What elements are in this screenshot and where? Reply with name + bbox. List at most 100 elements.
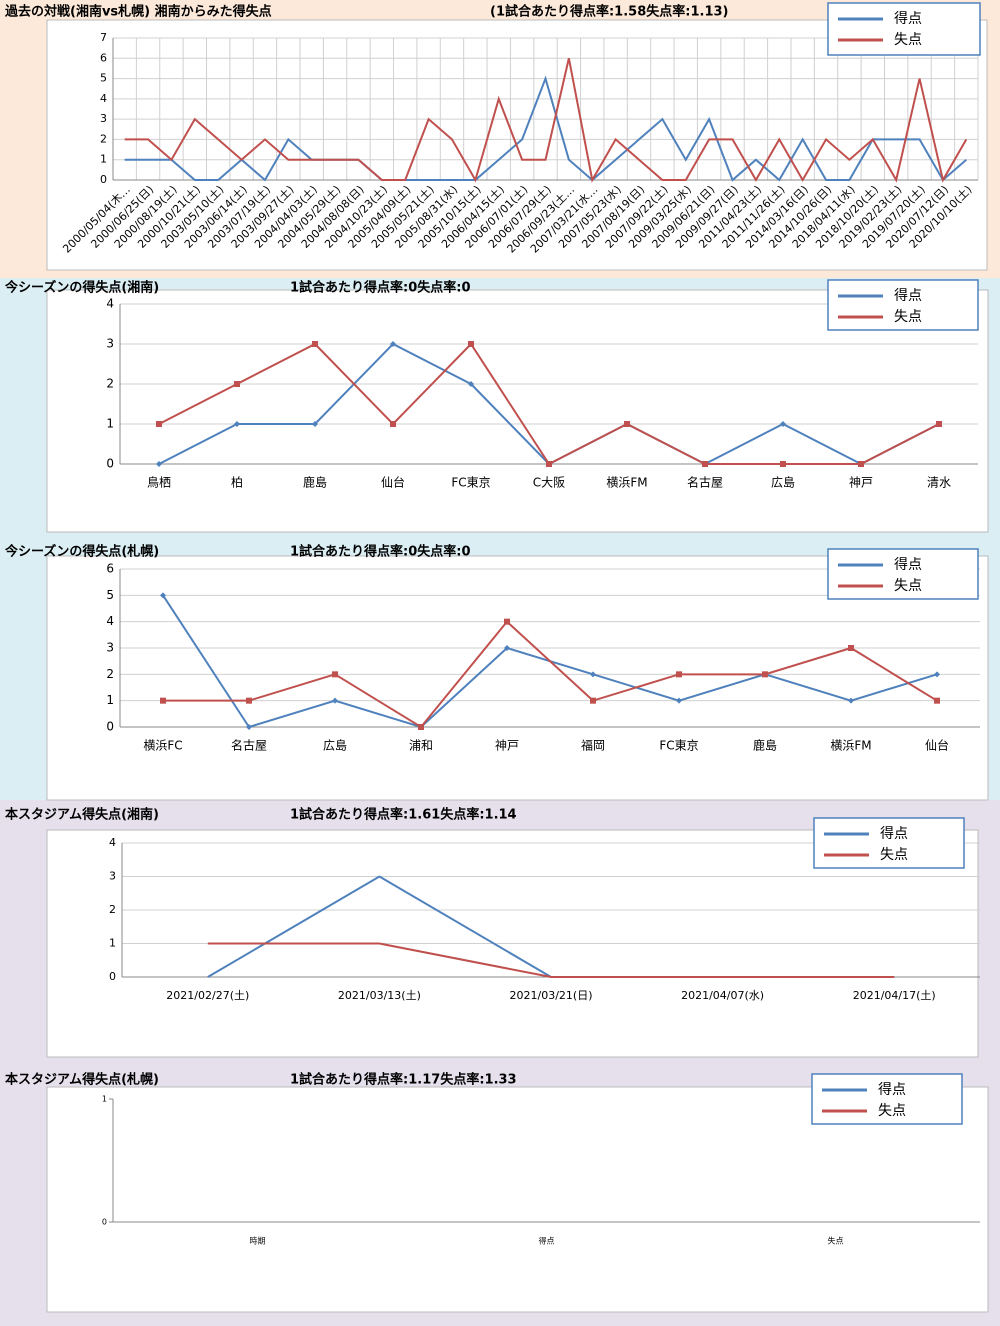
chart-subtitle: 1試合あたり得点率:1.61失点率:1.14 <box>290 807 517 823</box>
x-tick-label: 横浜FM <box>830 739 871 753</box>
marker <box>762 671 768 678</box>
x-tick-label: 失点 <box>828 1236 844 1246</box>
y-tick-label: 3 <box>106 641 114 655</box>
series-line <box>124 75 967 182</box>
marker <box>312 341 318 347</box>
y-tick-label: 2 <box>106 667 114 681</box>
x-tick-label: 2021/04/07(水) <box>681 989 764 1002</box>
marker <box>234 421 240 427</box>
x-tick-label: 得点 <box>539 1236 555 1246</box>
y-tick-label: 3 <box>109 870 116 883</box>
series-line <box>124 58 968 183</box>
y-tick-label: 2 <box>109 903 116 916</box>
marker <box>934 671 940 678</box>
marker <box>848 645 854 651</box>
x-tick-label: 清水 <box>927 476 951 490</box>
legend-box <box>813 817 965 869</box>
x-tick-label: 2021/03/21(日) <box>510 989 593 1002</box>
marker <box>546 461 552 467</box>
x-tick-label: 福岡 <box>581 738 605 753</box>
chart-title: 本スタジアム得失点(札幌) <box>5 1072 159 1088</box>
legend-box <box>811 1073 963 1125</box>
x-tick-label: 鳥栖 <box>147 475 171 490</box>
legend-label: 失点 <box>894 578 922 594</box>
marker <box>332 697 338 704</box>
x-tick-label: 神戸 <box>495 739 519 753</box>
x-tick-label: 仙台 <box>925 738 949 753</box>
marker <box>780 461 786 467</box>
marker <box>624 421 630 427</box>
marker <box>858 461 864 467</box>
marker <box>234 381 240 387</box>
y-tick-label: 3 <box>106 337 114 351</box>
y-tick-label: 4 <box>106 297 114 311</box>
plot-box <box>46 19 988 271</box>
x-tick-label: 2021/03/13(土) <box>338 989 421 1002</box>
y-tick-label: 0 <box>109 970 116 983</box>
marker <box>676 697 682 704</box>
x-tick-label: FC東京 <box>451 476 490 490</box>
marker <box>504 618 510 625</box>
y-tick-label: 4 <box>109 836 116 849</box>
legend-box <box>827 279 979 331</box>
y-tick-label: 3 <box>100 112 107 125</box>
legend-label: 失点 <box>894 32 922 48</box>
x-tick-label: 鹿島 <box>753 738 777 753</box>
y-tick-label: 4 <box>106 614 114 628</box>
x-tick-label: 時期 <box>250 1237 266 1246</box>
chart-subtitle: 1試合あたり得点率:0失点率:0 <box>290 280 471 296</box>
x-tick-label: FC東京 <box>659 739 698 753</box>
y-tick-label: 0 <box>100 173 107 186</box>
marker <box>312 421 318 427</box>
marker <box>160 592 166 599</box>
chart-title: 過去の対戦(湘南vs札幌) 湘南からみた得失点 <box>4 4 272 20</box>
y-tick-label: 7 <box>100 31 107 44</box>
x-tick-label: 横浜FC <box>143 739 182 753</box>
x-tick-label: 名古屋 <box>231 738 267 753</box>
marker <box>468 381 474 387</box>
chart-title: 今シーズンの得失点(湘南) <box>4 280 159 296</box>
chart-subtitle: 1試合あたり得点率:1.17失点率:1.33 <box>290 1072 517 1088</box>
x-tick-label: 名古屋 <box>687 475 723 490</box>
y-tick-label: 2 <box>106 377 114 391</box>
y-tick-label: 1 <box>106 693 114 707</box>
x-tick-label: 広島 <box>323 738 347 753</box>
marker <box>848 697 854 704</box>
legend-label: 失点 <box>878 1103 906 1119</box>
marker <box>160 697 166 704</box>
y-tick-label: 2 <box>100 132 107 145</box>
series-line <box>163 620 938 729</box>
y-tick-label: 1 <box>102 1095 107 1104</box>
x-tick-label: 鹿島 <box>303 475 327 490</box>
marker <box>590 671 596 678</box>
x-tick-label: 横浜FM <box>606 476 647 490</box>
marker <box>390 421 396 427</box>
y-tick-label: 0 <box>106 720 114 734</box>
chart-title: 本スタジアム得失点(湘南) <box>5 807 159 823</box>
x-tick-label: C大阪 <box>533 476 565 490</box>
legend-label: 得点 <box>894 287 922 304</box>
y-tick-label: 0 <box>102 1218 107 1227</box>
y-tick-label: 1 <box>106 417 114 431</box>
marker <box>156 421 162 427</box>
marker <box>390 341 396 347</box>
legend-box <box>827 548 979 600</box>
x-tick-label: 仙台 <box>381 475 405 490</box>
x-tick-label: 神戸 <box>849 476 873 490</box>
x-tick-label: 2021/02/27(土) <box>166 989 249 1002</box>
y-tick-label: 5 <box>100 72 107 85</box>
x-tick-label: 広島 <box>771 475 795 490</box>
y-tick-label: 0 <box>106 457 114 471</box>
marker <box>702 461 708 467</box>
legend-label: 得点 <box>894 556 922 573</box>
marker <box>590 697 596 704</box>
legend-label: 得点 <box>878 1081 906 1098</box>
chart-subtitle: 1試合あたり得点率:0失点率:0 <box>290 544 471 560</box>
marker <box>418 724 424 730</box>
x-tick-label: 2021/04/17(土) <box>853 989 936 1002</box>
marker <box>504 645 510 651</box>
legend-label: 得点 <box>880 825 908 842</box>
legend-label: 失点 <box>880 847 908 863</box>
chart-subtitle: (1試合あたり得点率:1.58失点率:1.13) <box>490 4 728 20</box>
